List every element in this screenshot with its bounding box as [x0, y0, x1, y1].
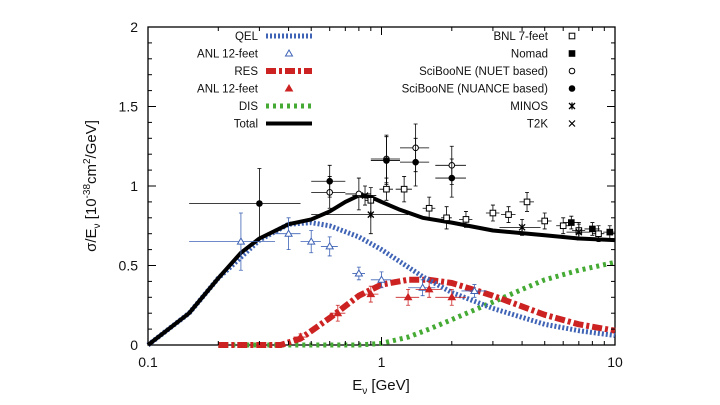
- data-point-tri-filled: [296, 332, 305, 341]
- data-point-star: [367, 211, 375, 219]
- legend-label: Nomad: [511, 49, 548, 61]
- x-axis-label: Eν [GeV]: [352, 377, 410, 397]
- legend-marker-tri-open: [284, 49, 294, 57]
- y-tick-label: 0.5: [119, 258, 139, 274]
- data-point-circ-filled: [448, 174, 456, 182]
- error-bar: [311, 195, 409, 235]
- point-set-x: [352, 185, 377, 206]
- data-point-sq-open: [462, 216, 470, 223]
- data-point-tri-filled: [403, 292, 413, 301]
- legend-marker-circ-filled: [568, 85, 576, 92]
- legend-right: BNL 7-feet Nomad SciBooNE (NUET based) SciB…: [402, 31, 576, 131]
- data-point-sq-open: [541, 217, 549, 225]
- data-point-sq-open: [383, 185, 390, 193]
- data-point-tri-filled: [366, 289, 376, 298]
- legend-marker-sq-filled: [568, 50, 576, 57]
- data-point-circ-filled: [326, 177, 333, 185]
- data-point-tri-open: [377, 275, 386, 283]
- legend-label: SciBooNE (NUANCE based): [402, 84, 549, 96]
- legend-label: QEL: [235, 31, 259, 43]
- legend-label: DIS: [239, 101, 259, 113]
- legend-label: T2K: [527, 119, 548, 131]
- data-point-tri-open: [306, 237, 316, 245]
- legend-label: MINOS: [510, 101, 548, 113]
- point-set-circ-open: [311, 123, 466, 211]
- data-point-circ-filled: [383, 157, 390, 164]
- legend-label: Total: [234, 119, 258, 131]
- y-tick-label: 1: [130, 178, 138, 194]
- data-point-star: [518, 223, 526, 231]
- data-points-layer: [189, 123, 615, 341]
- legend-marker-star: [568, 102, 576, 110]
- data-point-sq-open: [559, 222, 567, 230]
- legend-marker-tri-filled: [284, 84, 294, 92]
- data-point-x: [361, 192, 369, 199]
- legend-marker-sq-open: [568, 32, 576, 40]
- data-point-sq-filled: [568, 219, 575, 226]
- x-tick-label: 0.1: [138, 354, 158, 370]
- y-axis-label: σ/Eν [10-38cm2/GeV]: [82, 120, 103, 252]
- data-point-sq-open: [505, 211, 512, 218]
- data-point-tri-open: [418, 283, 427, 291]
- data-point-sq-filled: [606, 228, 614, 236]
- y-tick-label: 0: [130, 337, 138, 353]
- legend-label: ANL 12-feet: [197, 49, 259, 61]
- legend-left: QEL ANL 12-feet RES ANL 12-feet DIS Total: [197, 31, 312, 131]
- data-point-sq-open: [595, 230, 602, 237]
- legend-label: RES: [234, 66, 258, 78]
- x-tick-label: 10: [607, 354, 623, 370]
- data-point-tri-open: [284, 229, 293, 237]
- data-point-sq-open: [425, 204, 433, 212]
- data-point-sq-open: [489, 209, 497, 217]
- series-line-res: [218, 276, 616, 348]
- data-point-circ-filled: [412, 158, 419, 166]
- legend-marker-circ-open: [568, 67, 576, 75]
- point-set-tri-open: [189, 212, 486, 298]
- data-point-tri-open: [325, 241, 335, 250]
- data-point-tri-filled: [333, 308, 343, 317]
- data-point-tri-open: [470, 286, 479, 294]
- legend-label: SciBooNE (NUET based): [419, 66, 548, 78]
- legend-label: BNL 7-feet: [493, 31, 548, 43]
- data-point-sq-filled: [589, 225, 596, 233]
- x-tick-label: 1: [378, 354, 386, 370]
- legend-marker-x: [568, 120, 576, 127]
- data-point-tri-filled: [447, 292, 457, 301]
- data-point-tri-filled: [424, 284, 434, 293]
- y-tick-label: 1.5: [119, 99, 139, 115]
- y-tick-label: 2: [130, 19, 138, 35]
- legend-label: ANL 12-feet: [197, 84, 259, 96]
- data-point-star: [575, 228, 583, 236]
- data-point-tri-open: [354, 268, 364, 277]
- point-set-sq-filled: [563, 215, 615, 239]
- data-point-sq-open: [443, 214, 450, 222]
- axis-ticks: 0.1 1 10 0 0.5 1 1.5 2: [119, 19, 623, 370]
- point-set-star: [311, 195, 590, 241]
- series-line-dis: [218, 259, 616, 348]
- data-point-sq-open: [400, 185, 408, 193]
- data-point-circ-filled: [256, 200, 263, 207]
- data-point-sq-open: [523, 198, 531, 206]
- point-set-circ-filled: [189, 136, 466, 239]
- data-point-tri-open: [236, 237, 246, 245]
- point-set-tri-filled: [293, 281, 466, 341]
